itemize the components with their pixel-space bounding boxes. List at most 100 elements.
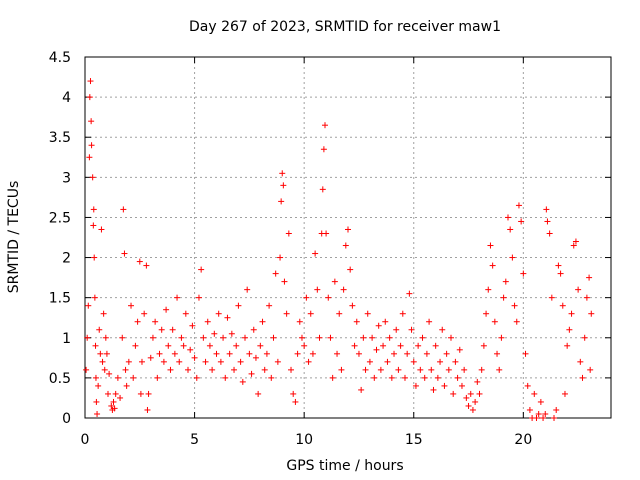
- data-point: [338, 366, 345, 373]
- data-points: [83, 78, 595, 421]
- plot-frame: [84, 56, 612, 419]
- data-point: [200, 334, 207, 341]
- data-point: [500, 294, 507, 301]
- data-point: [191, 354, 198, 361]
- data-point: [193, 374, 200, 381]
- data-point: [85, 302, 92, 309]
- data-point: [450, 390, 457, 397]
- data-point: [577, 358, 584, 365]
- data-point: [137, 390, 144, 397]
- data-point: [110, 398, 117, 405]
- data-point: [270, 334, 277, 341]
- data-point: [319, 186, 326, 193]
- data-point: [548, 294, 555, 301]
- data-point: [404, 350, 411, 357]
- data-point: [412, 382, 419, 389]
- data-point: [428, 366, 435, 373]
- data-point: [568, 310, 575, 317]
- x-tick-label: 0: [81, 432, 90, 448]
- data-point: [401, 374, 408, 381]
- data-point: [544, 218, 551, 225]
- data-point: [213, 350, 220, 357]
- data-point: [138, 358, 145, 365]
- data-point: [231, 366, 238, 373]
- data-point: [572, 238, 579, 245]
- data-point: [583, 294, 590, 301]
- data-point: [487, 242, 494, 249]
- data-point: [535, 410, 542, 417]
- data-point: [469, 406, 476, 413]
- data-point: [235, 302, 242, 309]
- data-point: [345, 226, 351, 233]
- data-point: [456, 346, 463, 353]
- y-tick-labels: 0 0.5 1 1.5 2 2.5 3 3.5 4 4.5: [49, 50, 71, 427]
- data-point: [566, 326, 573, 333]
- data-point: [373, 346, 380, 353]
- data-point: [555, 262, 562, 269]
- y-tick-label: 4.5: [49, 50, 71, 66]
- data-point: [382, 318, 389, 325]
- data-point: [559, 302, 566, 309]
- x-tick-label: 20: [514, 432, 532, 448]
- data-point: [353, 318, 360, 325]
- data-point: [421, 374, 428, 381]
- data-point: [198, 266, 205, 273]
- data-point: [557, 270, 564, 277]
- data-point: [123, 382, 130, 389]
- data-point: [204, 318, 211, 325]
- data-point: [250, 326, 257, 333]
- data-point: [575, 286, 582, 293]
- data-point: [246, 350, 253, 357]
- data-point: [96, 326, 103, 333]
- data-point: [336, 310, 343, 317]
- data-point: [507, 226, 514, 233]
- data-point: [437, 358, 444, 365]
- data-point: [432, 342, 439, 349]
- data-point: [91, 254, 98, 261]
- y-axis-label: SRMTID / TECUs: [6, 181, 22, 294]
- data-point: [443, 350, 450, 357]
- data-point: [84, 334, 91, 341]
- y-tick-label: 1.5: [49, 291, 71, 307]
- data-point: [167, 366, 174, 373]
- data-point: [93, 398, 100, 405]
- data-point: [144, 406, 151, 413]
- x-axis-label: GPS time / hours: [286, 458, 403, 474]
- data-point: [307, 310, 314, 317]
- data-point: [314, 286, 321, 293]
- data-point: [362, 366, 369, 373]
- data-point: [351, 342, 358, 349]
- data-point: [180, 342, 187, 349]
- data-point: [408, 326, 415, 333]
- data-point: [546, 230, 553, 237]
- y-tick-label: 2: [62, 251, 71, 267]
- data-point: [92, 342, 99, 349]
- data-point: [522, 350, 529, 357]
- data-point: [331, 278, 338, 285]
- data-point: [316, 334, 323, 341]
- data-point: [360, 334, 367, 341]
- data-point: [587, 366, 594, 373]
- data-point: [87, 78, 94, 85]
- data-point: [102, 334, 109, 341]
- data-point: [533, 415, 540, 421]
- data-point: [312, 250, 319, 257]
- data-point: [347, 266, 354, 273]
- data-point: [520, 270, 527, 277]
- data-point: [169, 326, 176, 333]
- data-point: [98, 226, 105, 233]
- data-point: [174, 294, 181, 301]
- data-point: [504, 214, 511, 221]
- data-point: [386, 334, 393, 341]
- data-point: [195, 294, 202, 301]
- data-point: [515, 202, 522, 209]
- data-point: [143, 262, 150, 269]
- data-point: [92, 374, 99, 381]
- data-point: [94, 410, 101, 417]
- data-point: [543, 206, 550, 213]
- data-point: [423, 350, 430, 357]
- data-point: [309, 350, 316, 357]
- data-point: [187, 346, 194, 353]
- data-point: [301, 342, 308, 349]
